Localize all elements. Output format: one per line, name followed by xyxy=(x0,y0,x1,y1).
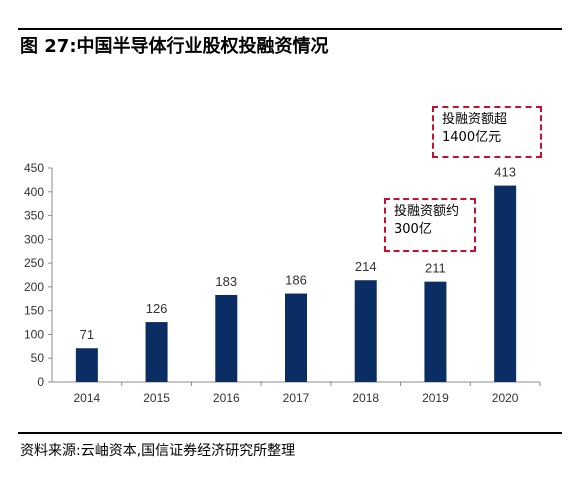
x-tick-label: 2018 xyxy=(352,391,379,405)
figure-title: 图 27:中国半导体行业股权投融资情况 xyxy=(20,36,329,57)
x-tick-label: 2014 xyxy=(74,391,101,405)
y-tick-label: 350 xyxy=(24,209,44,223)
source-note: 资料来源:云岫资本,国信证券经济研究所整理 xyxy=(20,443,296,459)
data-label: 413 xyxy=(494,165,516,180)
data-label: 126 xyxy=(146,301,168,316)
bar xyxy=(424,281,447,382)
x-tick-label: 2015 xyxy=(143,391,170,405)
bar xyxy=(354,280,377,382)
x-tick-label: 2019 xyxy=(422,391,449,405)
bar xyxy=(285,293,307,382)
bar xyxy=(494,185,517,382)
y-tick-label: 450 xyxy=(24,161,44,175)
y-tick-label: 250 xyxy=(24,256,44,270)
annotation-300-line1: 投融资额约 xyxy=(394,204,460,219)
data-label: 71 xyxy=(80,327,94,342)
x-tick-label: 2016 xyxy=(213,391,240,405)
bar xyxy=(145,322,168,382)
annotation-300-line2: 300亿 xyxy=(394,222,432,237)
annotation-1400-line2: 1400亿元 xyxy=(442,130,502,145)
y-tick-label: 300 xyxy=(24,232,44,246)
x-tick-label: 2020 xyxy=(492,391,519,405)
y-tick-label: 0 xyxy=(37,375,44,389)
annotation-300: 投融资额约 300亿 xyxy=(384,198,476,252)
y-tick-label: 150 xyxy=(24,304,44,318)
bar xyxy=(75,348,98,382)
top-rule xyxy=(18,28,562,30)
y-tick-label: 50 xyxy=(31,351,45,365)
bottom-rule xyxy=(18,432,562,434)
data-label: 183 xyxy=(215,274,237,289)
annotation-1400-line1: 投融资额超 xyxy=(442,112,508,127)
x-tick-label: 2017 xyxy=(283,391,310,405)
data-label: 214 xyxy=(355,259,377,274)
y-tick-label: 200 xyxy=(24,280,44,294)
data-label: 211 xyxy=(425,261,446,276)
data-label: 186 xyxy=(285,273,307,288)
annotation-1400: 投融资额超 1400亿元 xyxy=(432,106,542,158)
y-tick-label: 100 xyxy=(24,327,44,341)
bar xyxy=(215,294,238,382)
y-tick-label: 400 xyxy=(24,185,44,199)
